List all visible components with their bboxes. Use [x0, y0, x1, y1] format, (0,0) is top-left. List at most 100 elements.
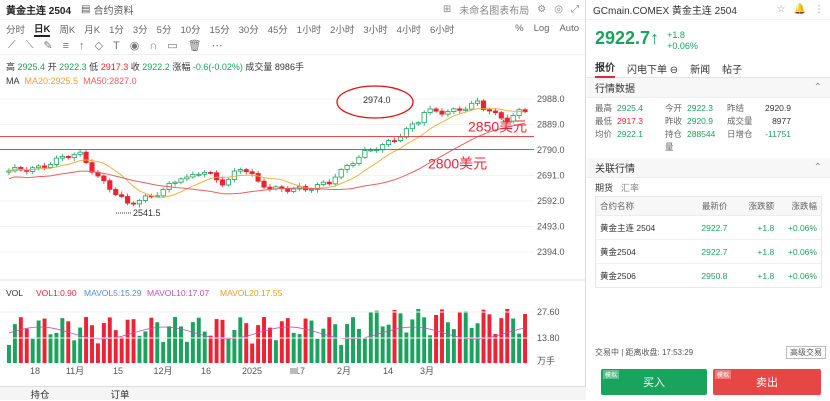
line-tool-icon[interactable]: ⟋ [8, 39, 16, 51]
tab-fx[interactable]: 汇率 [621, 182, 640, 193]
tab-futures[interactable]: 期货 [595, 182, 614, 193]
more-tools-icon[interactable]: ⋯ [211, 40, 223, 52]
camera-icon[interactable]: ◎ [554, 4, 563, 15]
scale-option[interactable]: % [515, 23, 524, 34]
volume-bar [517, 333, 522, 363]
tab-news[interactable]: 新闻 [690, 65, 711, 76]
sell-button[interactable]: 模拟 卖出 [713, 369, 821, 395]
table-row[interactable]: 黄金2506 2950.8 +1.8 +0.06% [596, 263, 821, 287]
timeframe-item[interactable]: 6小时 [429, 24, 455, 36]
candle [421, 112, 427, 124]
candle [261, 180, 267, 188]
volume-bar [238, 317, 243, 363]
fib-tool-icon[interactable]: ≡ [62, 39, 70, 52]
layout-icon[interactable]: ⊞ [442, 4, 452, 15]
volume-bar [95, 343, 100, 363]
ray-tool-icon[interactable]: ⟍ [25, 39, 34, 51]
volume-unit: 万手 [537, 355, 555, 366]
volume-bar [445, 322, 450, 363]
timeframe-item[interactable]: 5分 [156, 24, 172, 36]
shape-tool-icon[interactable]: ◇ [94, 40, 104, 52]
chevron-up-icon: ⌃ [813, 82, 822, 93]
column-header: 最新价 [701, 201, 728, 211]
timeframe-item[interactable]: 月K [84, 24, 101, 36]
table-cell: 黄金2506 [600, 270, 636, 281]
ma50-line [8, 122, 526, 195]
volume-legend: MAVOL20:17.55 [220, 288, 282, 298]
timeframe-item[interactable]: 3分 [132, 24, 148, 36]
tab-posts[interactable]: 帖子 [722, 65, 743, 76]
lock-icon[interactable]: ▭ [167, 40, 178, 52]
magnet-icon[interactable]: ∩ [149, 39, 158, 52]
star-icon[interactable]: ☆ [776, 4, 786, 15]
volume-bar [90, 325, 94, 363]
volume-bar [202, 331, 207, 363]
candle [368, 149, 374, 152]
timeframe-item[interactable]: 3小时 [363, 24, 388, 36]
candle [243, 169, 249, 173]
candle [457, 108, 463, 111]
quote-data-section[interactable]: 行情数据 ⌃ [587, 78, 830, 98]
buy-button[interactable]: 模拟 买入 [601, 369, 707, 395]
related-tabs: 期货 汇率 [587, 178, 830, 196]
last-price: 2922.7↑ +1.8 +0.06% [595, 28, 698, 51]
table-row[interactable]: 黄金主连 2504 2922.7 +1.8 +0.06% [596, 215, 821, 239]
tab-quote[interactable]: 报价 [595, 59, 615, 78]
volume-bar [392, 310, 397, 363]
timeframe-item[interactable]: 1小时 [296, 24, 322, 36]
settings-icon[interactable]: ⚙ [537, 4, 547, 15]
x-tick-label: 2025 [242, 366, 262, 376]
trash-icon[interactable]: 🗑 [187, 40, 202, 52]
timeframe-item[interactable]: 分时 [6, 24, 26, 36]
volume-bar [487, 314, 492, 363]
volume-bar [279, 321, 284, 363]
candle [480, 100, 487, 111]
timeframe-item[interactable]: 15分 [209, 24, 230, 36]
candle [196, 173, 202, 176]
volume-bar [107, 317, 112, 363]
quote-cell: 成交量 [727, 116, 753, 126]
volume-bar [119, 337, 124, 363]
scale-option[interactable]: Auto [559, 23, 579, 34]
timeframe-item[interactable]: 1分 [109, 24, 124, 36]
tab-orders[interactable]: 订单 [110, 390, 130, 401]
arrow-tool-icon[interactable]: ↑ [79, 39, 85, 52]
timeframe-bar: 分时 日K 周K 月K 1分 3分 5分 10分 15分 30分 45分 1小时 2小时 3小时 4小时 6小… [0, 20, 585, 37]
volume-legend: VOL [6, 288, 23, 298]
volume-bar [303, 318, 308, 363]
table-row[interactable]: 黄金2504 2922.7 +1.8 +0.06% [596, 239, 821, 263]
pen-tool-icon[interactable]: ✎ [43, 40, 53, 52]
tab-flash-order[interactable]: 闪电下单 ⊖ [627, 65, 679, 76]
timeframe-item[interactable]: 日K [34, 21, 51, 37]
related-section[interactable]: 关联行情 ⌃ [587, 158, 830, 178]
bell-icon[interactable]: 🔔 [793, 4, 806, 15]
timeframe-item[interactable]: 4小时 [396, 24, 421, 36]
timeframe-item[interactable]: 30分 [238, 24, 259, 36]
scale-option[interactable]: Log [533, 23, 550, 34]
contract-doc-link[interactable]: ▤ 合约资料 [81, 4, 134, 17]
timeframe-item[interactable]: 45分 [267, 24, 288, 36]
candle [522, 109, 528, 113]
volume-bar [125, 319, 130, 363]
y-tick-label: 2790.0 [537, 145, 565, 155]
volume-bar [362, 338, 367, 363]
fullscreen-icon[interactable]: ⤢ [571, 4, 579, 15]
candle [113, 188, 119, 196]
tab-positions[interactable]: 持仓 [30, 390, 50, 401]
timeframe-item[interactable]: 周K [59, 24, 76, 36]
layout-name[interactable]: 未命名图表布局 [459, 6, 530, 17]
table-cell: +1.8 [757, 270, 775, 281]
candle [492, 110, 498, 114]
more-icon[interactable]: ⋮ [814, 4, 824, 15]
text-tool-icon[interactable]: T [113, 39, 120, 52]
volume-bar [54, 332, 59, 363]
candlestick-chart[interactable]: 2988.0 2889.0 2790.0 2691.0 2592.0 2493.0 2394… [0, 58, 586, 378]
volume-bar [179, 326, 183, 363]
quote-cell: 最低 [595, 116, 613, 126]
advanced-trade-button[interactable]: 高级交易 [786, 346, 826, 359]
timeframe-item[interactable]: 2小时 [330, 24, 355, 36]
volume-bar [256, 325, 261, 363]
volume-bar [410, 319, 415, 363]
eye-icon[interactable]: ◉ [129, 40, 140, 52]
timeframe-item[interactable]: 10分 [180, 24, 201, 36]
